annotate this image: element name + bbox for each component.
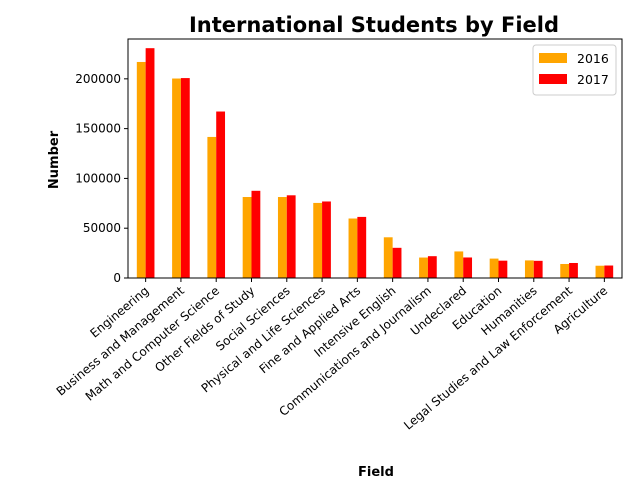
y-tick-label-3: 150000 (75, 122, 121, 136)
bar-2017-10 (498, 260, 508, 278)
bar-2017-13 (604, 265, 614, 278)
bar-2016-2 (207, 136, 217, 278)
y-tick-label-4: 200000 (75, 72, 121, 86)
bar-2017-5 (322, 201, 331, 278)
bar-2016-1 (172, 78, 181, 279)
bar-2016-0 (136, 61, 146, 278)
bar-2017-4 (286, 195, 296, 278)
bar-2016-7 (383, 237, 393, 278)
legend-swatch-2016 (539, 53, 567, 63)
bar-2016-10 (489, 258, 499, 278)
bar-2017-2 (216, 111, 226, 279)
bar-2017-6 (357, 216, 367, 278)
bar-2016-13 (595, 265, 605, 278)
bar-2016-6 (348, 218, 358, 278)
bar-2017-0 (145, 48, 155, 279)
legend-swatch-2017 (539, 74, 567, 84)
bar-2017-9 (463, 257, 473, 278)
bar-2017-8 (427, 256, 437, 278)
axes-frame (127, 38, 623, 279)
y-tick-label-2: 100000 (75, 171, 121, 185)
bar-2016-8 (419, 257, 428, 278)
bar-2017-11 (533, 260, 543, 278)
bar-2017-1 (180, 78, 190, 278)
bar-2016-12 (560, 263, 570, 278)
y-axis-label: Number (47, 130, 62, 189)
bar-2017-3 (251, 190, 261, 278)
bar-2016-3 (242, 197, 252, 278)
y-tick-label-0: 0 (113, 271, 121, 285)
bar-2016-5 (313, 202, 323, 278)
legend-label-2017: 2017 (577, 72, 609, 87)
bar-2016-11 (524, 260, 534, 278)
x-axis-label: Field (358, 465, 394, 480)
bar-2017-7 (392, 247, 402, 278)
y-tick-label-1: 50000 (83, 221, 121, 235)
bar-2016-4 (277, 197, 287, 278)
legend-label-2016: 2016 (577, 51, 609, 66)
bar-2017-12 (569, 262, 578, 278)
legend: 2016 2017 (532, 44, 617, 96)
chart-title: International Students by Field (189, 13, 559, 37)
bar-2016-9 (454, 251, 464, 278)
